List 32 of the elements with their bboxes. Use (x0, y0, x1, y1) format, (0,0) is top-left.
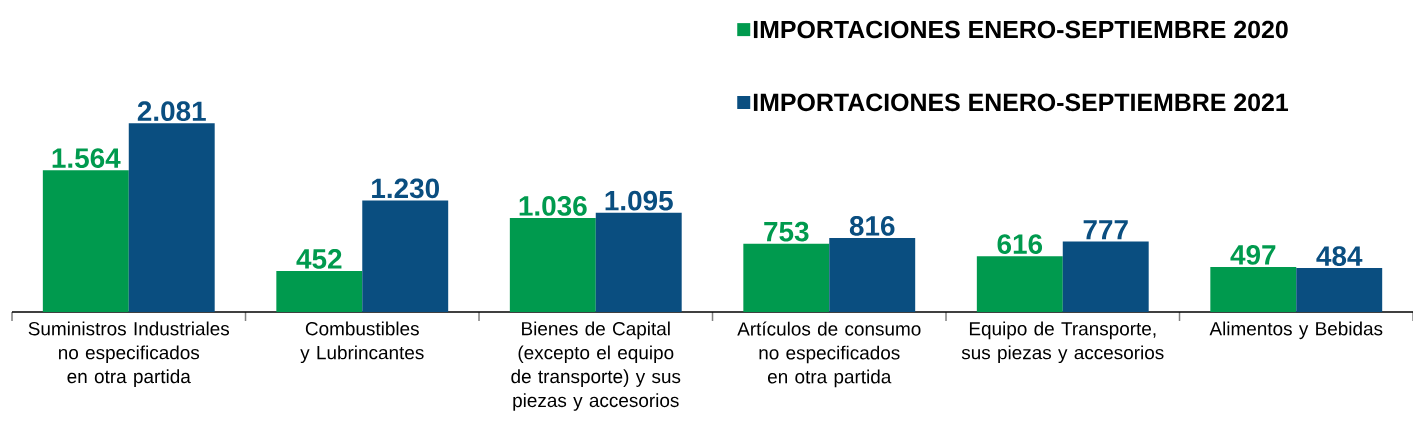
data-label: 816 (849, 216, 895, 236)
x-tick-label: Equipo de Transporte, sus piezas y accesorios (961, 321, 1164, 364)
bar (595, 212, 682, 312)
bar (976, 256, 1063, 312)
bar (1062, 241, 1149, 312)
data-label: 1.036 (519, 196, 587, 216)
bar (42, 170, 129, 312)
bar (1296, 268, 1383, 312)
bar (276, 271, 363, 312)
data-label: 777 (1083, 220, 1128, 240)
x-tick-label: Artículos de consumo no especificados en otra partida (737, 321, 921, 388)
bar (128, 123, 215, 312)
data-label: 452 (296, 249, 342, 269)
legend-label: IMPORTACIONES ENERO-SEPTIEMBRE 2020 (753, 20, 1288, 39)
data-label: 484 (1316, 246, 1363, 266)
data-label: 2.081 (137, 101, 206, 122)
x-tick-label: Bienes de Capital (excepto el equipo de transporte) y sus piezas y accesorios (511, 321, 681, 411)
legend-label: IMPORTACIONES ENERO-SEPTIEMBRE 2021 (753, 93, 1289, 112)
x-tick-label: Suministros Industriales no especificados en otra partida (28, 321, 230, 387)
x-tick-label: Alimentos y Bebidas (1209, 321, 1383, 340)
data-label: 1.095 (605, 190, 673, 211)
data-label: 616 (997, 234, 1043, 254)
data-label: 753 (764, 221, 809, 242)
data-label: 1.230 (372, 178, 439, 199)
bar (1210, 266, 1297, 312)
bar (509, 218, 596, 312)
bar (829, 238, 916, 312)
data-label: 1.564 (52, 148, 121, 168)
data-label: 497 (1230, 244, 1276, 265)
bar (362, 200, 449, 312)
bar (743, 243, 830, 312)
x-tick-label: Combustibles y Lubrincantes (300, 321, 424, 364)
